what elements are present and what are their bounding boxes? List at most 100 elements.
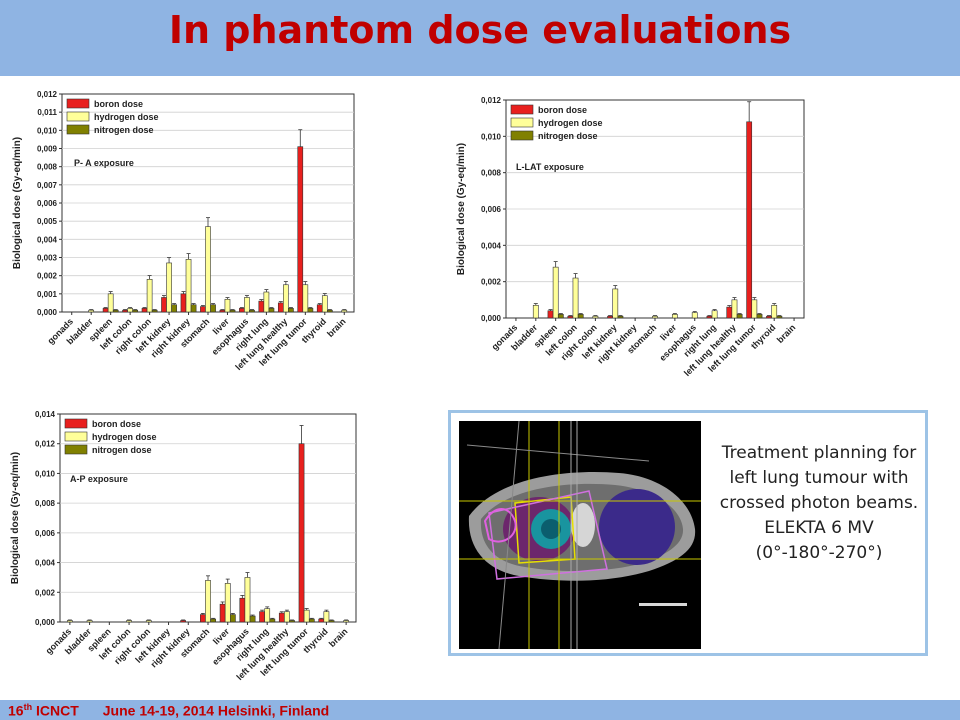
chart-llat-exposure: 0,0000,0020,0040,0060,0080,0100,012gonad… [456, 96, 805, 378]
bar-nitrogen-dose [190, 304, 197, 313]
y-tick-label: 0,012 [37, 90, 58, 99]
bar-hydrogen-dose [107, 293, 114, 313]
bar-nitrogen-dose [756, 314, 763, 319]
chart-ap-exposure: 0,000 0,002 0,004 0,006 0,008 0,010 0,012 0,014… [10, 410, 357, 682]
bar-boron-dose [180, 293, 187, 313]
y-tick-label: 0,002 [35, 588, 56, 597]
y-tick-label: 0,006 [37, 199, 58, 208]
footer-text: 16th ICNCT June 14-19, 2014 Helsinki, Fin… [8, 702, 329, 719]
y-axis-label: Biological dose (Gy-eq/min) [12, 137, 23, 269]
bar-hydrogen-dose [185, 259, 192, 313]
y-tick-label: 0,002 [37, 272, 58, 281]
bar-nitrogen-dose [268, 308, 275, 313]
bar-hydrogen-dose [88, 309, 95, 313]
bar-boron-dose [102, 308, 109, 313]
bar-nitrogen-dose [288, 308, 294, 313]
legend-label: boron dose [538, 105, 587, 115]
treatment-plan-panel: Treatment planning for left lung tumour … [448, 410, 928, 656]
bar-nitrogen-dose [557, 314, 564, 319]
legend-label: boron dose [92, 419, 141, 429]
legend-label: boron dose [94, 99, 143, 109]
y-tick-label: 0,008 [37, 163, 58, 172]
bar-hydrogen-dose [302, 284, 309, 313]
bar-boron-dose [200, 306, 206, 313]
bar-hydrogen-dose [321, 295, 328, 313]
bar-hydrogen-dose [205, 580, 211, 623]
exposure-annotation: P- A exposure [74, 158, 134, 168]
bar-hydrogen-dose [711, 310, 718, 319]
bar-nitrogen-dose [617, 315, 624, 319]
exposure-annotation: L-LAT exposure [516, 162, 584, 172]
legend-swatch [64, 418, 88, 429]
y-tick-label: 0,010 [37, 126, 58, 135]
bar-boron-dose [766, 315, 772, 319]
ct-treatment-plan-image [459, 420, 701, 650]
y-tick-label: 0,000 [37, 308, 58, 317]
bar-boron-dose [180, 620, 187, 623]
slide-title: In phantom dose evaluations [168, 8, 792, 52]
bar-boron-dose [161, 297, 167, 313]
bar-boron-dose [122, 309, 128, 313]
legend-swatch [64, 431, 88, 442]
bar-nitrogen-dose [577, 314, 584, 319]
y-tick-label: 0,006 [481, 205, 502, 214]
bar-nitrogen-dose [112, 309, 119, 313]
footer-conference-number: 16 [8, 702, 24, 719]
y-tick-label: 0,003 [37, 254, 58, 263]
y-tick-label: 0,010 [35, 469, 56, 478]
y-tick-label: 0,001 [37, 290, 58, 299]
bar-hydrogen-dose [264, 608, 271, 623]
bar-boron-dose [318, 618, 325, 623]
bar-hydrogen-dose [263, 291, 270, 313]
bar-boron-dose [607, 315, 613, 319]
bar-boron-dose [219, 603, 226, 623]
bar-hydrogen-dose [552, 266, 559, 319]
bar-hydrogen-dose [145, 620, 152, 623]
bar-boron-dose [277, 302, 284, 313]
footer-ordinal: th [23, 702, 33, 712]
bar-hydrogen-dose [224, 298, 231, 313]
legend-label: nitrogen dose [94, 125, 154, 135]
y-tick-label: 0,014 [35, 410, 56, 419]
y-tick-label: 0,008 [35, 499, 56, 508]
y-tick-label: 0,007 [37, 181, 58, 190]
y-tick-label: 0,012 [481, 96, 502, 105]
bar-hydrogen-dose [244, 577, 251, 623]
bar-nitrogen-dose [171, 304, 177, 313]
bar-nitrogen-dose [327, 309, 333, 313]
bar-hydrogen-dose [691, 312, 698, 319]
y-tick-label: 0,004 [481, 241, 502, 250]
bar-hydrogen-dose [751, 299, 758, 319]
bar-boron-dose [239, 308, 245, 313]
y-axis-label: Biological dose (Gy-eq/min) [10, 452, 21, 584]
y-tick-label: 0,011 [37, 108, 57, 117]
bar-hydrogen-dose [572, 277, 579, 319]
bar-nitrogen-dose [132, 309, 139, 313]
chart-pa-exposure: 0,000 0,001 0,002 0,003 0,004 0,005 0,006 0,007… [12, 90, 355, 372]
y-tick-label: 0,010 [481, 132, 502, 141]
bar-hydrogen-dose [284, 611, 290, 623]
y-tick-label: 0,004 [35, 559, 56, 568]
legend-label: hydrogen dose [538, 118, 603, 128]
x-tick-label: brain [775, 322, 798, 345]
bar-nitrogen-dose [210, 304, 216, 313]
bar-nitrogen-dose [776, 315, 783, 319]
bar-hydrogen-dose [166, 262, 172, 313]
footer-bar: 16th ICNCT June 14-19, 2014 Helsinki, Fin… [0, 700, 960, 720]
bar-boron-dose [316, 304, 323, 313]
bar-hydrogen-dose [341, 309, 348, 313]
bar-hydrogen-dose [303, 609, 310, 623]
footer-dates: June 14-19, 2014 Helsinki, Finland [102, 702, 330, 719]
bar-boron-dose [258, 300, 265, 313]
bar-boron-dose [567, 315, 574, 319]
bar-hydrogen-dose [652, 315, 658, 319]
bar-hydrogen-dose [771, 304, 778, 319]
bar-hydrogen-dose [205, 226, 211, 313]
bar-boron-dose [259, 611, 265, 623]
legend-swatch [510, 104, 534, 115]
bar-hydrogen-dose [283, 284, 289, 313]
treatment-caption: Treatment planning for left lung tumour … [715, 441, 923, 566]
bar-boron-dose [200, 614, 206, 623]
bar-boron-dose [141, 308, 148, 313]
legend-swatch [510, 130, 534, 141]
